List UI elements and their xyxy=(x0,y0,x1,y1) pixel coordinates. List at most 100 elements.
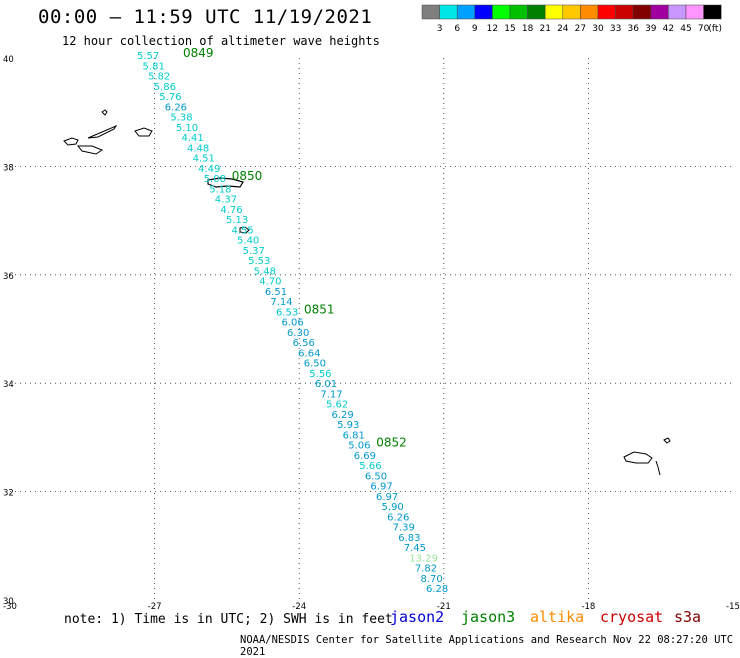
wave-height-value: 5.57 xyxy=(137,51,159,62)
color-scale-swatch xyxy=(650,4,669,20)
color-scale-label: 70 xyxy=(698,24,710,34)
wave-height-value: 4.70 xyxy=(259,277,281,288)
wave-height-value: 5.81 xyxy=(143,61,165,72)
lon-label: -24 xyxy=(292,602,306,612)
color-scale-swatch xyxy=(597,4,616,20)
wave-height-value: 5.40 xyxy=(237,236,259,247)
lon-label: -27 xyxy=(148,602,162,612)
color-scale-swatch xyxy=(509,4,528,20)
wave-height-value: 4.41 xyxy=(181,133,203,144)
wave-height-value: 7.14 xyxy=(270,297,292,308)
wave-height-value: 6.51 xyxy=(265,287,287,298)
wave-height-value: 5.06 xyxy=(348,441,370,452)
wave-height-value: 5.10 xyxy=(176,123,198,134)
wave-height-value: 6.53 xyxy=(276,307,298,318)
santa-maria-island xyxy=(239,226,250,234)
color-scale-label: 12 xyxy=(487,24,498,34)
color-scale-label: 3 xyxy=(437,24,443,34)
color-scale-swatch xyxy=(474,4,493,20)
wave-height-value: 5.13 xyxy=(226,215,248,226)
lon-label: -21 xyxy=(437,602,451,612)
lon-label: -30 xyxy=(3,602,17,612)
wave-height-value: 7.17 xyxy=(320,389,342,400)
wave-height-value: 6.26 xyxy=(387,512,409,523)
footer-credit: NOAA/NESDIS Center for Satellite Applica… xyxy=(240,634,734,658)
wave-height-value: 5.93 xyxy=(337,420,359,431)
wave-height-value: 6.50 xyxy=(365,471,387,482)
porto-santo-island xyxy=(663,437,671,444)
madeira-island xyxy=(623,451,653,464)
wave-height-value: 4.37 xyxy=(215,195,237,206)
pico-island xyxy=(76,145,104,155)
terceira-island xyxy=(134,127,153,137)
legend-cryosat: cryosat xyxy=(600,608,664,626)
wave-height-value: 5.56 xyxy=(309,369,331,380)
wave-height-value: 6.97 xyxy=(370,482,392,493)
color-scale-label: 9 xyxy=(472,24,478,34)
wave-height-value: 5.53 xyxy=(248,256,270,267)
lat-lon-grid: 40 38 36 34 32 30-30 -27 -24 -21 -18 -15 xyxy=(3,55,740,612)
legend-jason3: jason3 xyxy=(461,608,516,626)
color-scale-label: 18 xyxy=(522,24,534,34)
pass-time-label: 0849 xyxy=(183,46,214,60)
wave-height-value: 5.18 xyxy=(209,184,231,195)
sao-miguel-island xyxy=(207,177,244,188)
color-scale-swatch xyxy=(439,4,458,20)
wave-height-value: 5.37 xyxy=(243,246,265,257)
color-scale-swatch xyxy=(685,4,704,20)
color-scale-bar: 3 6 9 12 15 18 21 24 27 30 33 36 39 42 45 70 (ft) xyxy=(421,4,722,34)
lat-label: 38 xyxy=(3,163,14,173)
pass-time-label: 0851 xyxy=(304,302,335,316)
wave-height-value: 8.70 xyxy=(420,574,442,585)
color-scale-label: 45 xyxy=(680,24,691,34)
wave-height-value: 5.86 xyxy=(154,82,176,93)
color-scale-label: 36 xyxy=(627,24,639,34)
color-scale-swatch xyxy=(632,4,652,20)
wave-height-value: 5.82 xyxy=(148,72,170,83)
wave-height-value: 6.06 xyxy=(282,318,304,329)
color-scale-swatch xyxy=(580,4,599,20)
lat-label: 30 xyxy=(3,597,14,607)
page-title: 00:00 – 11:59 UTC 11/19/2021 xyxy=(38,6,373,28)
wave-height-value: 7.45 xyxy=(404,543,426,554)
wave-height-value: 4.55 xyxy=(231,225,253,236)
wave-height-value: 6.97 xyxy=(376,492,398,503)
faial-island xyxy=(63,137,79,146)
wave-height-value: 5.08 xyxy=(204,174,226,185)
lon-label: -15 xyxy=(726,602,740,612)
wave-height-value: 6.26 xyxy=(165,102,187,113)
pass-time-label: 0850 xyxy=(232,169,263,183)
lon-label: -18 xyxy=(581,602,595,612)
color-scale-label: 21 xyxy=(539,24,550,34)
color-scale-swatch xyxy=(615,4,634,20)
wave-height-value: 4.76 xyxy=(220,205,242,216)
wave-height-value: 5.76 xyxy=(159,92,181,103)
wave-height-value: 7.82 xyxy=(415,564,437,575)
wave-height-value: 6.28 xyxy=(426,584,448,595)
wave-height-value: 4.48 xyxy=(187,143,209,154)
legend-s3a: s3a xyxy=(674,608,702,626)
wave-height-value: 4.49 xyxy=(198,164,220,175)
color-scale-label: 30 xyxy=(592,24,604,34)
wave-height-value: 6.81 xyxy=(343,430,365,441)
color-scale-label: 42 xyxy=(663,24,674,34)
color-scale-label: 27 xyxy=(575,24,586,34)
wave-height-value: 6.01 xyxy=(315,379,337,390)
wave-height-value: 5.38 xyxy=(170,113,192,124)
wave-height-value: 5.90 xyxy=(382,502,404,513)
wave-height-value: 6.69 xyxy=(354,451,376,462)
wave-height-value: 6.56 xyxy=(293,338,315,349)
altimeter-track: 5.575.815.825.865.766.265.385.104.414.48… xyxy=(137,46,448,595)
wave-height-value: 6.50 xyxy=(304,359,326,370)
legend-altika: altika xyxy=(530,608,585,626)
color-scale-swatch xyxy=(421,4,440,20)
wave-height-value: 6.29 xyxy=(332,410,354,421)
footer-note: note: 1) Time is in UTC; 2) SWH is in fe… xyxy=(64,612,393,627)
color-scale-label: 15 xyxy=(504,24,515,34)
lat-label: 34 xyxy=(3,380,14,390)
color-scale-swatch xyxy=(527,4,546,20)
color-scale-swatch xyxy=(703,4,722,20)
color-scale-swatch xyxy=(668,4,687,20)
color-scale-swatch xyxy=(562,4,581,20)
